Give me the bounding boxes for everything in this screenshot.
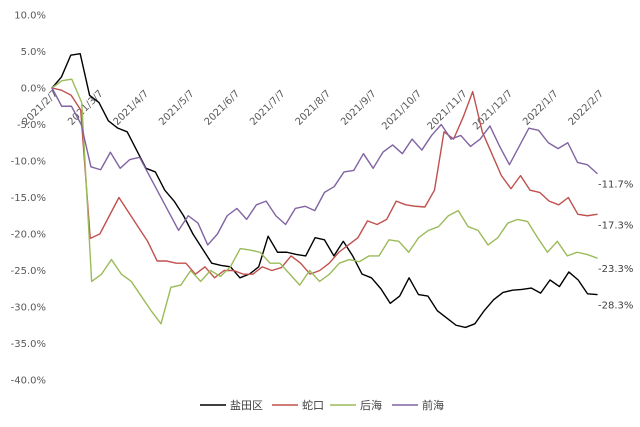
x-tick-label: 2022/1/7 bbox=[521, 88, 561, 128]
x-tick-label: 2021/9/7 bbox=[339, 88, 379, 128]
series-end-label: -23.3% bbox=[598, 264, 633, 275]
x-tick-label: 2021/6/7 bbox=[203, 88, 243, 128]
y-tick-label: -25.0% bbox=[11, 266, 46, 277]
legend: 盐田区 蛇口 后海 前海 bbox=[200, 398, 444, 412]
y-tick-label: 10.0% bbox=[14, 11, 46, 22]
y-tick-label: 0.0% bbox=[21, 84, 46, 95]
y-tick-label: -30.0% bbox=[11, 303, 46, 314]
y-tick-label: -40.0% bbox=[11, 376, 46, 387]
series-end-label: -28.3% bbox=[598, 301, 633, 312]
x-axis-tick-labels: 2021/2/7 2021/3/7 2021/4/7 2021/5/7 2021/6/7… bbox=[21, 88, 607, 132]
series-end-label: -17.3% bbox=[598, 220, 633, 231]
x-tick-label: 2021/4/7 bbox=[112, 88, 152, 128]
x-tick-label: 2021/10/7 bbox=[380, 88, 424, 132]
x-tick-label: 2021/5/7 bbox=[157, 88, 197, 128]
x-tick-label: 2022/2/7 bbox=[567, 88, 607, 128]
series-line-2 bbox=[51, 87, 598, 279]
x-tick-label: 2021/7/7 bbox=[248, 88, 288, 128]
series-line-3 bbox=[51, 78, 598, 325]
y-tick-label: -5.0% bbox=[17, 120, 46, 131]
y-tick-label: -15.0% bbox=[11, 193, 46, 204]
y-axis-tick-labels: 10.0% 5.0% 0.0% -5.0% -10.0% -15.0% -20.0% -25.… bbox=[11, 11, 46, 387]
series-end-label: -11.7% bbox=[598, 179, 633, 190]
legend-label: 前海 bbox=[422, 398, 444, 412]
legend-label: 蛇口 bbox=[302, 398, 324, 412]
y-tick-label: -35.0% bbox=[11, 339, 46, 350]
x-tick-label: 2021/8/7 bbox=[294, 88, 334, 128]
x-tick-label: 2021/11/7 bbox=[426, 88, 470, 132]
y-tick-label: -20.0% bbox=[11, 230, 46, 241]
series-line-4 bbox=[51, 87, 598, 246]
legend-label: 盐田区 bbox=[230, 399, 263, 412]
series-lines bbox=[51, 52, 598, 329]
series-end-labels: -28.3% -17.3% -23.3% -11.7% bbox=[598, 179, 633, 311]
y-tick-label: 5.0% bbox=[21, 47, 46, 58]
legend-label: 后海 bbox=[360, 398, 382, 412]
y-tick-label: -10.0% bbox=[11, 157, 46, 168]
